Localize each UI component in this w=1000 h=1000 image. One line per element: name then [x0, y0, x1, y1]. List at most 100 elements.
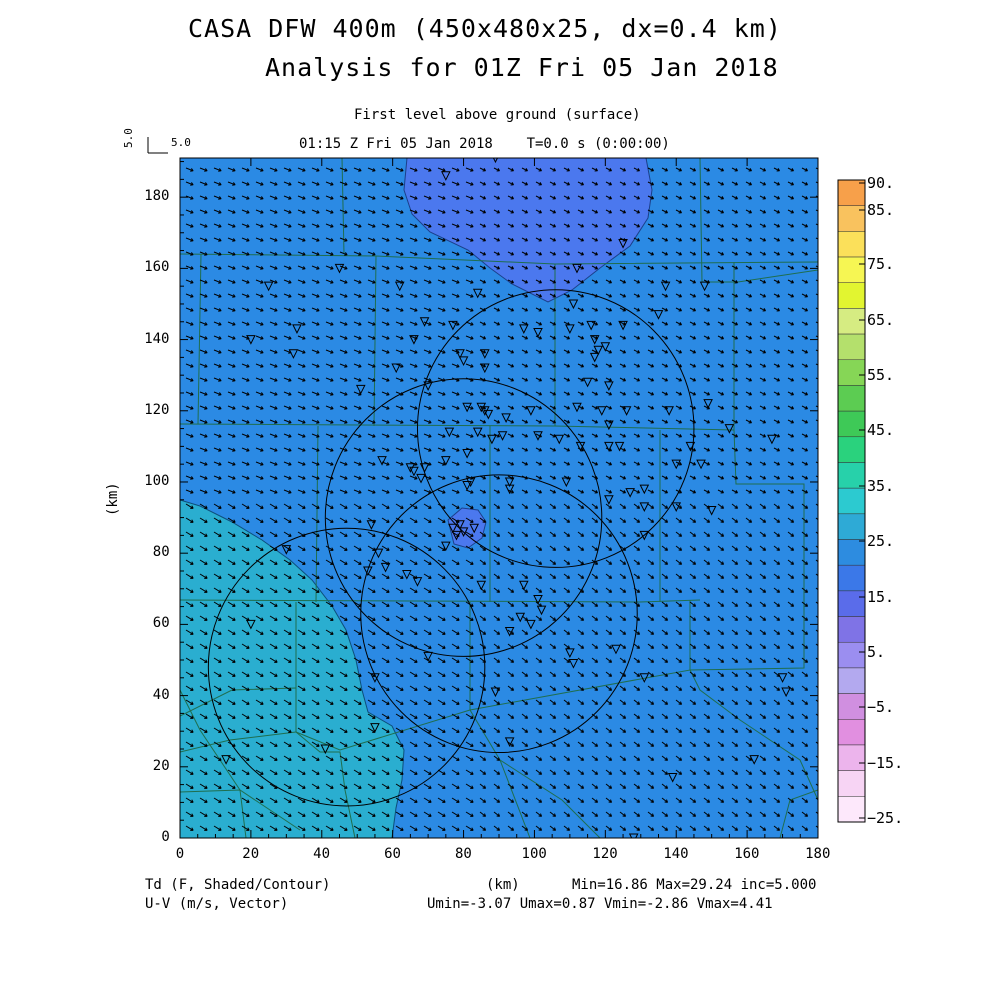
wind-vector-613: [395, 349, 404, 354]
wind-vector-1867: [563, 727, 571, 733]
wind-vector-1103: [815, 489, 818, 492]
wind-vector-1229: [647, 531, 655, 537]
wind-vector-1549: [619, 629, 627, 635]
wind-vector-2021: [787, 769, 795, 775]
wind-vector-265: [675, 237, 683, 242]
wind-vector-582: [605, 335, 613, 340]
wind-vector-199: [395, 223, 404, 228]
wind-vector-55: [311, 181, 320, 186]
station-marker-59: [767, 434, 777, 445]
wind-vector-264: [661, 237, 669, 242]
wind-vector-1453: [563, 601, 571, 607]
wind-vector-1246: [241, 545, 250, 551]
wind-vector-1816: [493, 713, 501, 719]
wind-vector-1921: [675, 741, 683, 747]
wind-vector-2135: [451, 811, 460, 817]
wind-vector-266: [689, 237, 697, 242]
wind-vector-2006: [577, 769, 585, 775]
wind-vector-1965: [647, 755, 655, 761]
wind-vector-51: [255, 181, 264, 186]
wind-vector-1693: [703, 671, 711, 677]
wind-vector-228: [801, 223, 809, 228]
wind-vector-2027: [227, 783, 236, 789]
wind-vector-654: [325, 363, 334, 368]
wind-vector-1049: [703, 475, 711, 480]
wind-vector-327: [255, 265, 264, 270]
wind-vector-587: [675, 335, 683, 340]
wind-vector-1393: [367, 587, 376, 593]
station-marker-83: [402, 570, 412, 580]
wind-vector-1191: [759, 517, 767, 523]
wind-vector-464: [241, 307, 250, 312]
wind-vector-93: [199, 195, 208, 200]
wind-vector-1800: [269, 713, 278, 719]
wind-vector-61: [395, 181, 404, 186]
wind-vector-1534: [409, 629, 418, 635]
station-marker-93: [565, 648, 575, 658]
wind-vector-1125: [479, 503, 487, 509]
station-marker-50: [444, 427, 455, 438]
wind-vector-1747: [815, 685, 818, 689]
wind-vector-769: [647, 391, 655, 396]
station-marker-85: [412, 577, 423, 587]
wind-vector-1763: [395, 699, 404, 705]
colorbar-swatch-12: [837, 487, 866, 515]
wind-vector-1969: [703, 755, 711, 761]
wind-vector-638: [745, 349, 753, 354]
wind-vector-1900: [381, 741, 390, 747]
station-marker-91: [526, 619, 536, 630]
wind-vector-287: [339, 251, 348, 256]
wind-vector-1938: [269, 755, 278, 761]
wind-vector-166: [577, 209, 585, 214]
wind-vector-662: [437, 363, 446, 368]
wind-vector-916: [773, 433, 781, 438]
wind-vector-1895: [311, 741, 320, 747]
wind-vector-173: [675, 209, 683, 214]
wind-vector-873: [815, 419, 818, 422]
wind-vector-1330: [773, 559, 781, 565]
wind-vector-2154: [717, 811, 725, 817]
wind-vector-784: [213, 405, 222, 410]
wind-vector-1646: [689, 657, 697, 663]
wind-vector-1866: [549, 727, 557, 733]
wind-vector-1066: [297, 489, 306, 494]
wind-vector-798: [409, 405, 418, 410]
wind-vector-1332: [801, 559, 809, 565]
wind-vector-2088: [437, 797, 446, 803]
wind-vector-1810: [409, 713, 418, 719]
wind-vector-2125: [311, 811, 320, 817]
wind-vector-965: [815, 447, 818, 450]
wind-vector-1010: [801, 461, 809, 466]
station-marker-10: [472, 288, 483, 299]
wind-vector-706: [409, 377, 418, 382]
wind-vector-1989: [339, 769, 348, 775]
wind-vector-1809: [395, 713, 404, 719]
wind-vector-469: [311, 307, 320, 312]
wind-vector-26: [549, 167, 557, 172]
wind-vector-1555: [703, 629, 711, 635]
wind-vector-881: [283, 433, 292, 438]
wind-vector-0: [185, 167, 194, 172]
wind-vector-859: [619, 419, 627, 424]
wind-vector-1218: [493, 531, 501, 537]
wind-vector-1259: [423, 545, 432, 551]
wind-vector-190: [269, 223, 278, 228]
station-marker-82: [380, 562, 391, 573]
wind-vector-1803: [311, 713, 320, 719]
wind-vector-690: [185, 377, 194, 382]
wind-vector-206: [493, 223, 501, 228]
wind-vector-1147: [787, 503, 795, 509]
wind-vector-219: [675, 223, 683, 228]
wind-vector-1811: [423, 713, 432, 719]
wind-vector-243: [367, 237, 376, 242]
wind-vector-825: [787, 405, 795, 410]
wind-vector-1227: [619, 531, 627, 537]
wind-vector-221: [703, 223, 711, 228]
wind-vector-523: [423, 321, 432, 326]
wind-vector-1200: [241, 531, 250, 537]
wind-vector-1553: [675, 629, 683, 635]
wind-vector-133: [759, 195, 767, 200]
wind-vector-2123: [283, 811, 292, 817]
wind-vector-812: [605, 405, 613, 410]
wind-vector-2086: [409, 797, 418, 803]
